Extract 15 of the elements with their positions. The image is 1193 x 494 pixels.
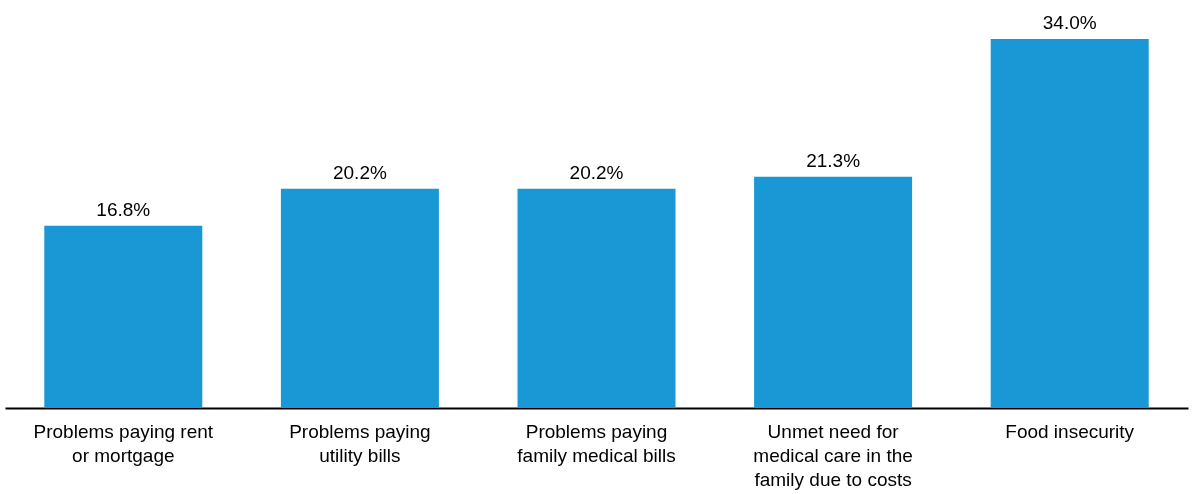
bar [44,225,203,408]
x-tick-label: Problems paying utility bills [289,420,431,466]
data-label: 21.3% [806,149,861,171]
x-tick-label: Problems paying rent or mortgage [33,420,214,466]
x-tick-label: Unmet need for medical care in the family due to costs [753,420,913,490]
x-tick-label: Problems paying family medical bills [517,420,676,466]
bar [517,188,676,408]
data-label: 16.8% [96,198,151,220]
bar [280,188,439,408]
data-label: 34.0% [1042,12,1097,33]
data-label: 20.2% [332,161,387,183]
bar [990,39,1149,408]
bar [754,176,913,408]
data-label: 20.2% [569,161,624,183]
x-tick-label: Food insecurity [1005,420,1135,442]
